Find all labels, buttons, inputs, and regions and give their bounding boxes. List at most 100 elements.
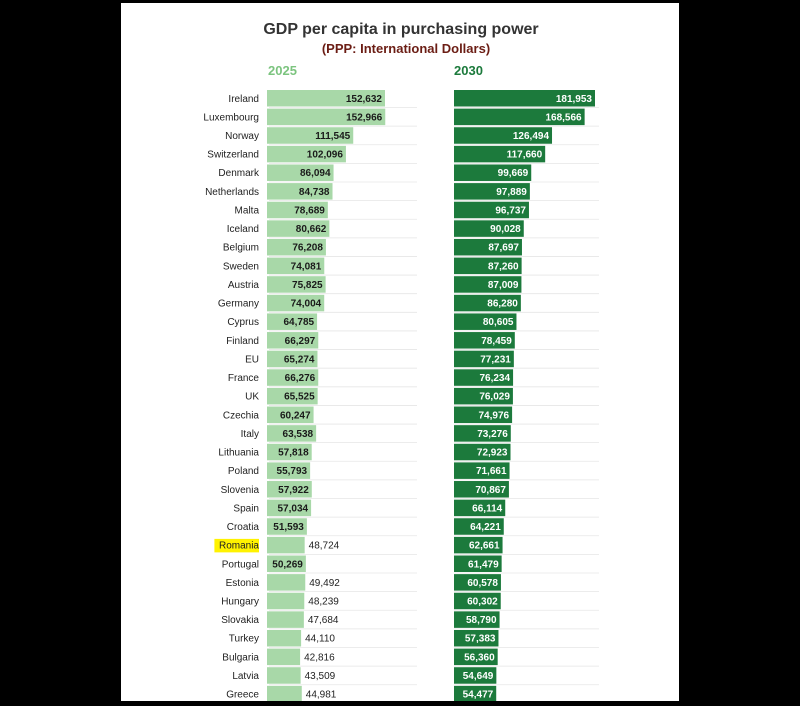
bar-2030-ireland	[454, 90, 595, 107]
bar-2030-netherlands	[454, 183, 530, 200]
bar-2025-france	[267, 369, 319, 386]
bar-2030-estonia	[454, 574, 501, 591]
bar-2025-switzerland	[267, 145, 346, 163]
value-2030-belgium: 87,697	[488, 243, 519, 254]
value-2030-sweden: 87,260	[488, 261, 519, 272]
value-2025-italy: 63,538	[283, 429, 314, 440]
value-2025-poland: 55,793	[277, 466, 308, 477]
country-label-czechia: Czechia	[223, 410, 260, 421]
country-label-estonia: Estonia	[226, 578, 260, 589]
value-2025-france: 66,276	[285, 373, 316, 384]
bar-2025-slovakia	[267, 611, 304, 628]
value-2025-denmark: 86,094	[300, 168, 331, 179]
bar-2030-uk	[454, 387, 513, 405]
value-2025-switzerland: 102,096	[307, 150, 344, 161]
value-2030-finland: 78,459	[481, 336, 512, 347]
series-label-2025: 2025	[268, 63, 297, 78]
value-2025-germany: 74,004	[291, 299, 322, 310]
bar-2030-belgium	[454, 238, 522, 256]
bar-2030-spain	[454, 499, 506, 517]
bar-2025-austria	[267, 276, 326, 293]
bar-2030-croatia	[454, 518, 504, 535]
bar-2030-slovakia	[454, 611, 500, 628]
bar-2030-lithuania	[454, 443, 511, 461]
value-2025-estonia: 49,492	[309, 578, 340, 589]
value-2030-malta: 96,737	[495, 205, 526, 216]
bar-2025-portugal	[267, 555, 306, 572]
country-label-spain: Spain	[233, 503, 259, 514]
value-2025-netherlands: 84,738	[299, 187, 330, 198]
country-label-turkey: Turkey	[229, 634, 259, 645]
bar-2030-sweden	[454, 257, 522, 275]
value-2025-turkey: 44,110	[305, 634, 335, 645]
value-2030-poland: 71,661	[476, 466, 507, 477]
bar-2025-turkey	[267, 629, 302, 647]
bar-2030-austria	[454, 276, 522, 293]
value-2025-malta: 78,689	[294, 205, 325, 216]
bar-2025-eu	[267, 350, 318, 368]
value-2030-eu: 77,231	[480, 354, 511, 365]
country-label-germany: Germany	[218, 299, 259, 310]
country-label-poland: Poland	[228, 466, 259, 477]
value-2025-lithuania: 57,818	[278, 448, 309, 459]
bar-2030-cyprus	[454, 313, 517, 330]
country-label-finland: Finland	[226, 336, 259, 347]
bar-2025-finland	[267, 332, 319, 349]
country-label-denmark: Denmark	[218, 168, 260, 179]
value-2030-norway: 126,494	[513, 131, 550, 142]
bar-2025-greece	[267, 685, 302, 701]
value-2025-ireland: 152,632	[346, 94, 383, 105]
bar-2030-hungary	[454, 592, 501, 610]
bar-2025-netherlands	[267, 183, 333, 200]
country-label-romania: Romania	[219, 541, 259, 552]
country-label-iceland: Iceland	[227, 224, 259, 235]
country-label-ireland: Ireland	[228, 94, 259, 105]
bar-2025-croatia	[267, 518, 307, 535]
country-label-austria: Austria	[228, 280, 260, 291]
bar-2030-norway	[454, 127, 553, 144]
bar-2030-iceland	[454, 220, 524, 237]
value-2025-cyprus: 64,785	[283, 317, 314, 328]
value-2030-greece: 54,477	[463, 690, 494, 701]
country-label-croatia: Croatia	[227, 522, 260, 533]
bar-2025-malta	[267, 201, 328, 219]
value-2030-czechia: 74,976	[479, 410, 510, 421]
bar-2030-eu	[454, 350, 514, 368]
bar-2025-ireland	[267, 90, 385, 107]
value-2025-finland: 66,297	[285, 336, 316, 347]
bar-2030-switzerland	[454, 145, 546, 163]
chart-title: GDP per capita in purchasing power	[263, 21, 538, 38]
bar-2030-slovenia	[454, 481, 509, 498]
bar-2030-denmark	[454, 164, 532, 181]
value-2025-hungary: 48,239	[308, 596, 339, 607]
value-2025-belgium: 76,208	[292, 243, 323, 254]
bar-2025-czechia	[267, 406, 314, 424]
bar-2025-poland	[267, 462, 311, 479]
gdp-chart: GDP per capita in purchasing power (PPP:…	[203, 21, 599, 701]
value-2030-denmark: 99,669	[498, 168, 529, 179]
value-2025-sweden: 74,081	[291, 261, 322, 272]
bar-2025-cyprus	[267, 313, 318, 330]
country-label-cyprus: Cyprus	[227, 317, 259, 328]
bar-2030-greece	[454, 685, 497, 701]
value-2025-slovenia: 57,922	[278, 485, 309, 496]
bar-2025-sweden	[267, 257, 325, 275]
value-2030-iceland: 90,028	[490, 224, 521, 235]
value-2025-romania: 48,724	[309, 541, 340, 552]
bar-2025-romania	[267, 536, 305, 554]
value-2025-uk: 65,525	[284, 392, 315, 403]
country-label-italy: Italy	[241, 429, 259, 440]
value-2025-iceland: 80,662	[296, 224, 327, 235]
bar-2030-portugal	[454, 555, 502, 572]
highlight-marker	[214, 538, 259, 553]
bar-2025-latvia	[267, 667, 301, 684]
country-label-malta: Malta	[235, 205, 260, 216]
bar-2025-lithuania	[267, 443, 312, 461]
country-label-france: France	[228, 373, 260, 384]
value-2030-uk: 76,029	[479, 392, 510, 403]
value-2030-bulgaria: 56,360	[464, 652, 495, 663]
country-label-hungary: Hungary	[221, 596, 259, 607]
country-label-sweden: Sweden	[223, 261, 259, 272]
country-label-bulgaria: Bulgaria	[222, 652, 259, 663]
country-label-norway: Norway	[225, 131, 259, 142]
